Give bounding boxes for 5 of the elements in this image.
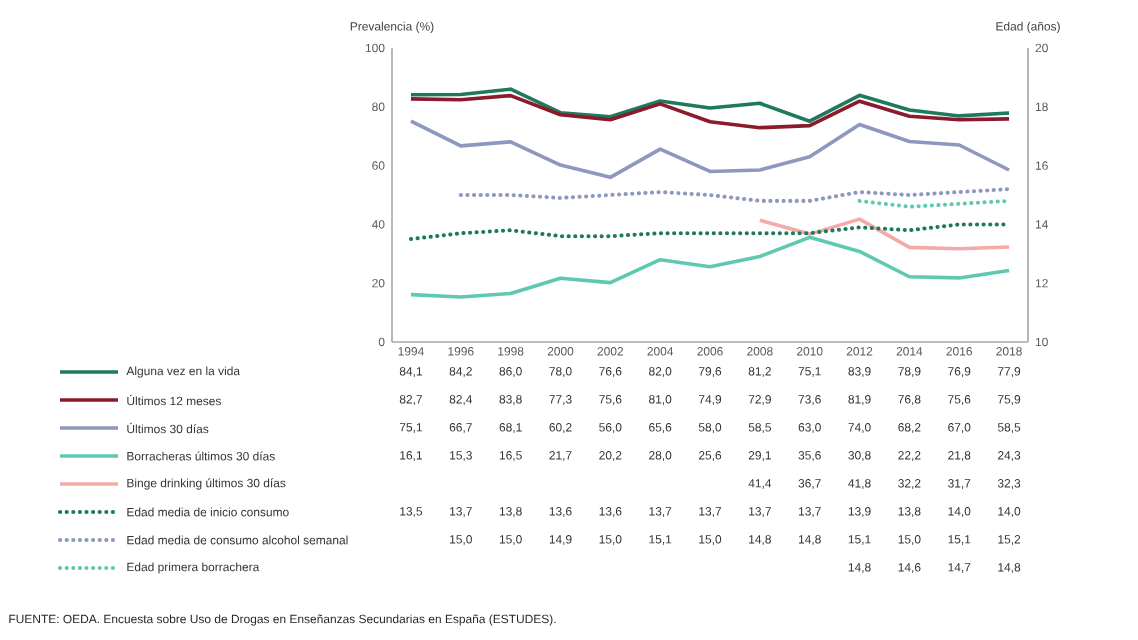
line-series <box>409 119 1011 180</box>
line-series <box>409 93 1011 130</box>
line-series <box>409 87 1011 123</box>
line-series <box>758 217 1011 251</box>
line-series <box>409 235 1011 299</box>
